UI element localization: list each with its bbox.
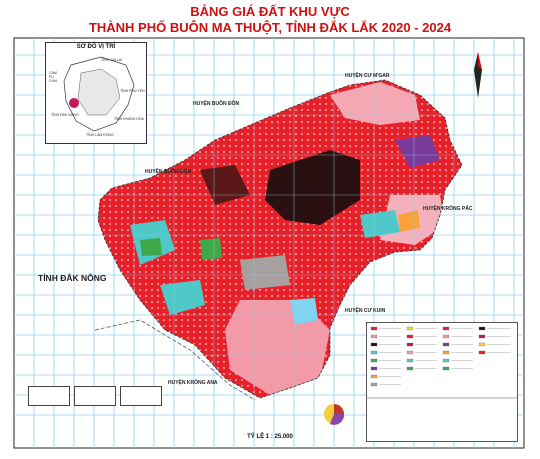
inset-label: CAM PU CHIA bbox=[49, 71, 58, 83]
map-scale: TỶ LỆ 1 : 25.000 bbox=[247, 434, 293, 440]
pink-zone-south bbox=[225, 300, 330, 395]
city-marker-icon bbox=[69, 98, 79, 108]
info-box bbox=[28, 386, 70, 406]
cyan-patch-east bbox=[360, 210, 400, 238]
inset-label: TỈNH KHÁNH HÒA bbox=[114, 117, 144, 121]
location-inset: SƠ ĐỒ VỊ TRÍ TỈNH GIA LAI CAM PU CHIA TỈ… bbox=[45, 42, 147, 144]
gray-patch bbox=[240, 255, 290, 290]
label-buon-don-top: HUYỆN BUÔN ĐÔN bbox=[193, 101, 240, 107]
inset-map bbox=[63, 56, 135, 132]
orange-patch bbox=[398, 210, 420, 232]
purple-patch bbox=[395, 135, 440, 168]
map-legend bbox=[366, 322, 518, 442]
inset-label: TỈNH ĐẮK NÔNG bbox=[51, 113, 79, 117]
inset-title: SƠ ĐỒ VỊ TRÍ bbox=[76, 44, 116, 50]
inset-label: TỈNH LÂM ĐỒNG bbox=[86, 133, 114, 137]
label-cu-kuin: HUYỆN CƯ KUIN bbox=[345, 308, 386, 314]
dark-core bbox=[265, 150, 360, 225]
pie-icon bbox=[324, 404, 345, 425]
lake bbox=[290, 298, 318, 325]
label-krong-pac: HUYỆN KRÔNG PẮC bbox=[423, 206, 473, 212]
page-title-line-1: BẢNG GIÁ ĐẤT KHU VỰC bbox=[190, 4, 350, 19]
label-dak-nong: TỈNH ĐẮK NÔNG bbox=[38, 273, 107, 283]
label-cu-mgar: HUYỆN CƯ M'GAR bbox=[345, 73, 390, 79]
label-buon-don-left: HUYỆN BUÔN ĐÔN bbox=[145, 169, 192, 175]
legend-swatches bbox=[367, 326, 517, 399]
inset-label: TỈNH PHÚ YÊN bbox=[120, 89, 145, 93]
page-title-line-2: THÀNH PHỐ BUÔN MA THUỘT, TỈNH ĐẮK LẮK 20… bbox=[88, 20, 452, 35]
province-border bbox=[94, 319, 256, 401]
inset-label: TỈNH GIA LAI bbox=[101, 58, 123, 62]
pink-zone-north bbox=[330, 82, 420, 125]
cyan-patch-southwest bbox=[160, 280, 205, 315]
info-box bbox=[74, 386, 116, 406]
city-boundary bbox=[97, 79, 463, 399]
info-box bbox=[120, 386, 162, 406]
label-krong-ana: HUYỆN KRÔNG ANA bbox=[168, 380, 218, 386]
green-patch-2 bbox=[200, 238, 222, 260]
green-patch-1 bbox=[140, 238, 162, 256]
north-arrow-icon bbox=[474, 52, 482, 98]
